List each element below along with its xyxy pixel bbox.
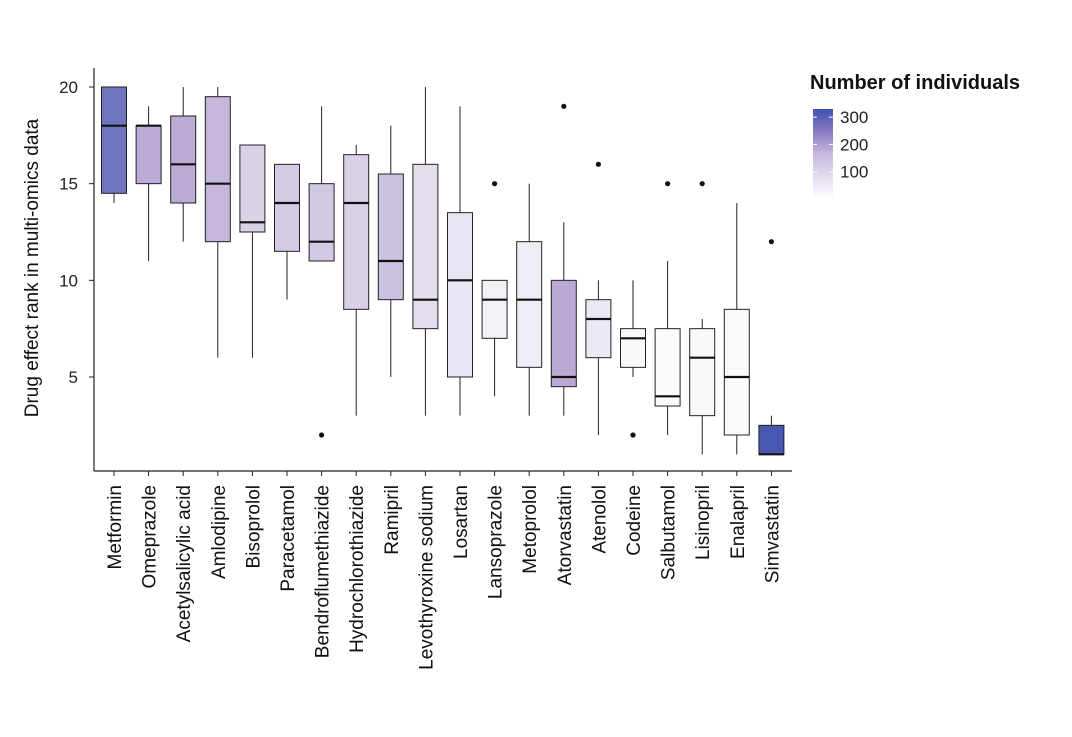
box-rect bbox=[377, 173, 404, 301]
box-bisoprolol bbox=[239, 144, 266, 358]
box-codeine bbox=[620, 280, 646, 438]
x-tick-label: Lisinopril bbox=[693, 485, 714, 560]
box-rect bbox=[654, 328, 681, 407]
box-hydrochlorothiazide bbox=[343, 145, 370, 416]
box-rect bbox=[585, 299, 612, 359]
boxes-layer bbox=[101, 86, 785, 456]
box-atenolol bbox=[585, 161, 612, 435]
legend-tick-label: 300 bbox=[840, 108, 868, 127]
y-tick-label: 10 bbox=[59, 271, 78, 290]
box-omeprazole bbox=[135, 106, 162, 261]
box-amlodipine bbox=[204, 87, 231, 358]
box-rect bbox=[170, 115, 197, 204]
x-tick-label: Enalapril bbox=[728, 485, 749, 559]
box-metoprolol bbox=[516, 183, 543, 416]
x-axis bbox=[94, 470, 792, 476]
box-rect bbox=[239, 144, 266, 233]
box-acetylsalicylic-acid bbox=[170, 87, 197, 242]
box-ramipril bbox=[377, 125, 404, 377]
x-tick-label: Codeine bbox=[624, 485, 645, 556]
box-salbutamol bbox=[654, 181, 681, 435]
box-atorvastatin bbox=[550, 103, 577, 416]
box-rect bbox=[101, 86, 127, 194]
x-tick-label: Atorvastatin bbox=[555, 485, 576, 585]
box-metformin bbox=[101, 86, 127, 203]
legend-tick-label: 100 bbox=[840, 163, 868, 182]
outlier-point bbox=[492, 181, 498, 187]
x-tick-label: Ramipril bbox=[382, 485, 403, 555]
x-tick-label: Losartan bbox=[451, 485, 472, 559]
box-rect bbox=[135, 125, 162, 185]
box-simvastatin bbox=[758, 239, 785, 456]
y-tick-label: 15 bbox=[59, 175, 78, 194]
x-tick-label: Lansoprazole bbox=[486, 485, 507, 599]
outlier-point bbox=[595, 161, 602, 167]
y-tick-label: 20 bbox=[59, 78, 78, 97]
box-rect bbox=[274, 163, 300, 252]
box-enalapril bbox=[723, 203, 750, 455]
outlier-point bbox=[768, 239, 775, 245]
x-tick-label: Amlodipine bbox=[209, 485, 230, 579]
x-tick-label: Paracetamol bbox=[278, 485, 299, 592]
x-tick-label: Metformin bbox=[105, 485, 126, 569]
x-tick-label: Bisoprolol bbox=[243, 485, 264, 568]
box-lisinopril bbox=[689, 181, 716, 455]
outlier-point bbox=[561, 103, 567, 109]
box-levothyroxine-sodium bbox=[412, 87, 439, 416]
x-tick-label: Acetylsalicylic acid bbox=[174, 485, 195, 642]
legend-tick-label: 200 bbox=[840, 135, 868, 154]
box-rect bbox=[204, 96, 231, 243]
box-lansoprazole bbox=[481, 181, 508, 397]
outlier-point bbox=[665, 181, 671, 187]
box-rect bbox=[758, 424, 785, 455]
y-axis-title: Drug effect rank in multi-omics data bbox=[22, 118, 43, 417]
box-rect bbox=[447, 212, 473, 378]
box-rect bbox=[550, 279, 577, 388]
legend: Number of individuals 100 200 300 bbox=[810, 72, 1020, 199]
x-tick-label: Omeprazole bbox=[140, 485, 161, 589]
box-bendroflumethiazide bbox=[308, 106, 335, 438]
x-tick-label: Atenolol bbox=[589, 485, 610, 554]
x-tick-label: Bendroflumethiazide bbox=[313, 485, 334, 658]
box-paracetamol bbox=[274, 163, 300, 300]
box-rect bbox=[723, 308, 750, 436]
y-axis: 5 10 15 20 bbox=[59, 68, 95, 471]
legend-title: Number of individuals bbox=[810, 72, 1020, 94]
x-tick-label: Simvastatin bbox=[762, 485, 783, 583]
box-rect bbox=[620, 328, 646, 368]
x-tick-label: Metoprolol bbox=[520, 485, 541, 574]
box-rect bbox=[516, 241, 543, 368]
y-tick-label: 5 bbox=[69, 368, 78, 387]
box-rect bbox=[481, 279, 508, 339]
category-labels: Metformin Omeprazole Acetylsalicylic acid A… bbox=[105, 485, 783, 670]
outlier-point bbox=[319, 432, 325, 438]
x-tick-label: Salbutamol bbox=[659, 485, 680, 580]
legend-colorbar bbox=[813, 109, 833, 199]
box-losartan bbox=[447, 106, 473, 416]
x-tick-label: Hydrochlorothiazide bbox=[347, 485, 368, 653]
box-rect bbox=[308, 183, 335, 262]
box-rect bbox=[689, 328, 716, 417]
outlier-point bbox=[630, 432, 636, 438]
x-tick-label: Levothyroxine sodium bbox=[416, 485, 437, 670]
box-rect bbox=[412, 163, 439, 330]
box-rect bbox=[343, 154, 370, 310]
outlier-point bbox=[699, 181, 705, 187]
